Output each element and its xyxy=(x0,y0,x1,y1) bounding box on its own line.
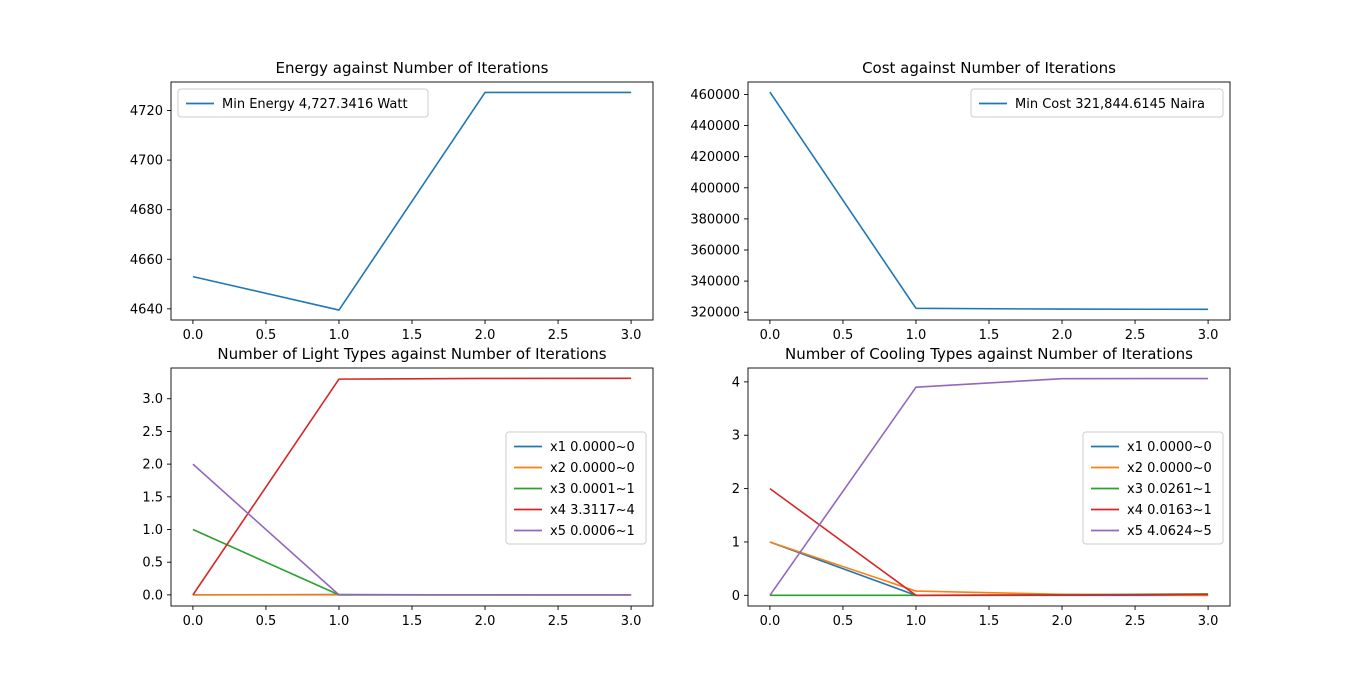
y-tick-label: 320000 xyxy=(690,306,740,321)
x-tick-label: 1.5 xyxy=(979,328,1000,343)
x-tick-label: 3.0 xyxy=(1198,614,1219,629)
y-tick-label: 4680 xyxy=(130,203,163,218)
y-tick-label: 340000 xyxy=(690,275,740,290)
y-tick-label: 4 xyxy=(732,375,740,390)
chart-3: Number of Light Types against Number of … xyxy=(142,345,654,629)
series-line-5 xyxy=(769,377,1209,596)
x-tick-label: 2.0 xyxy=(1052,328,1073,343)
legend: x1 0.0000~0 x2 0.0000~0 x3 0.0261~1 x4 0.01… xyxy=(1082,431,1224,545)
x-tick-label: 0.5 xyxy=(833,328,854,343)
legend-label: Min Energy 4,727.3416 Watt xyxy=(222,97,408,112)
y-tick-label: 4720 xyxy=(130,104,163,119)
series-line-2 xyxy=(769,541,1209,597)
legend-label: x2 0.0000~0 xyxy=(1127,461,1212,476)
x-tick-label: 1.5 xyxy=(402,614,423,629)
y-tick-label: 380000 xyxy=(690,212,740,227)
x-tick-label: 1.0 xyxy=(329,614,350,629)
legend-label: x1 0.0000~0 xyxy=(550,440,635,455)
y-tick-label: 4700 xyxy=(130,154,163,169)
x-tick-label: 1.5 xyxy=(402,328,423,343)
x-tick-label: 0.0 xyxy=(183,614,204,629)
x-tick-label: 2.5 xyxy=(1125,328,1146,343)
y-tick-label: 2 xyxy=(732,482,740,497)
y-tick-label: 3 xyxy=(732,429,740,444)
x-tick-label: 1.5 xyxy=(979,614,1000,629)
chart-title: Cost against Number of Iterations xyxy=(862,59,1116,77)
chart-2: Cost against Number of Iterations 0.0 0.5 1… xyxy=(690,59,1231,343)
series-line-4 xyxy=(769,487,1209,597)
legend: Min Energy 4,727.3416 Watt xyxy=(177,88,429,118)
legend-label: x1 0.0000~0 xyxy=(1127,440,1212,455)
series-line-1 xyxy=(769,541,1209,597)
x-tick-label: 0.0 xyxy=(760,328,781,343)
y-tick-label: 4660 xyxy=(130,253,163,268)
chart-title: Number of Cooling Types against Number o… xyxy=(785,345,1193,363)
legend-label: x5 0.0006~1 xyxy=(550,524,635,539)
y-tick-label: 420000 xyxy=(690,150,740,165)
series-line-4 xyxy=(192,377,632,596)
y-tick-label: 0.0 xyxy=(142,588,163,603)
x-tick-label: 0.5 xyxy=(833,614,854,629)
y-tick-label: 360000 xyxy=(690,244,740,259)
legend-label: x3 0.0261~1 xyxy=(1127,482,1212,497)
y-tick-label: 0 xyxy=(732,589,740,604)
legend-label: x5 4.0624~5 xyxy=(1127,524,1212,539)
x-tick-label: 2.5 xyxy=(548,328,569,343)
series-line-1 xyxy=(769,91,1209,311)
x-tick-label: 2.0 xyxy=(475,328,496,343)
x-tick-label: 3.0 xyxy=(621,614,642,629)
chart-title: Energy against Number of Iterations xyxy=(275,59,548,77)
series-lines xyxy=(769,377,1209,597)
x-tick-label: 1.0 xyxy=(906,614,927,629)
x-tick-label: 3.0 xyxy=(1198,328,1219,343)
legend-label: x3 0.0001~1 xyxy=(550,482,635,497)
legend-label: x4 3.3117~4 xyxy=(550,503,635,518)
y-tick-label: 400000 xyxy=(690,181,740,196)
y-tick-label: 0.5 xyxy=(142,556,163,571)
y-tick-label: 2.5 xyxy=(142,425,163,440)
series-line-5 xyxy=(192,463,632,596)
y-tick-label: 460000 xyxy=(690,88,740,103)
series-line-1 xyxy=(192,91,632,311)
y-tick-label: 440000 xyxy=(690,119,740,134)
chart-4: Number of Cooling Types against Number o… xyxy=(732,345,1231,629)
legend-frame xyxy=(1082,431,1224,545)
series-lines xyxy=(769,91,1209,311)
x-tick-label: 0.5 xyxy=(256,328,277,343)
y-tick-label: 4640 xyxy=(130,302,163,317)
y-tick-label: 2.0 xyxy=(142,458,163,473)
legend: x1 0.0000~0 x2 0.0000~0 x3 0.0001~1 x4 3.31… xyxy=(505,431,647,545)
plot-frame xyxy=(747,81,1231,321)
x-tick-label: 0.0 xyxy=(183,328,204,343)
series-lines xyxy=(192,377,632,596)
x-tick-label: 3.0 xyxy=(621,328,642,343)
y-tick-label: 1 xyxy=(732,535,740,550)
x-tick-label: 0.0 xyxy=(760,614,781,629)
legend-frame xyxy=(505,431,647,545)
x-tick-label: 2.0 xyxy=(1052,614,1073,629)
series-lines xyxy=(192,91,632,311)
legend: Min Cost 321,844.6145 Naira xyxy=(970,88,1224,118)
legend-frame xyxy=(970,88,1224,118)
chart-title: Number of Light Types against Number of … xyxy=(217,345,606,363)
y-tick-label: 1.5 xyxy=(142,490,163,505)
x-tick-label: 1.0 xyxy=(329,328,350,343)
x-tick-label: 2.0 xyxy=(475,614,496,629)
x-tick-label: 2.5 xyxy=(1125,614,1146,629)
legend-label: x4 0.0163~1 xyxy=(1127,503,1212,518)
legend-label: x2 0.0000~0 xyxy=(550,461,635,476)
x-tick-label: 2.5 xyxy=(548,614,569,629)
legend-label: Min Cost 321,844.6145 Naira xyxy=(1015,97,1205,112)
legend-frame xyxy=(177,88,429,118)
y-tick-label: 3.0 xyxy=(142,392,163,407)
chart-1: Energy against Number of Iterations 0.0 0.… xyxy=(130,59,654,343)
x-tick-label: 1.0 xyxy=(906,328,927,343)
x-tick-label: 0.5 xyxy=(256,614,277,629)
y-tick-label: 1.0 xyxy=(142,523,163,538)
